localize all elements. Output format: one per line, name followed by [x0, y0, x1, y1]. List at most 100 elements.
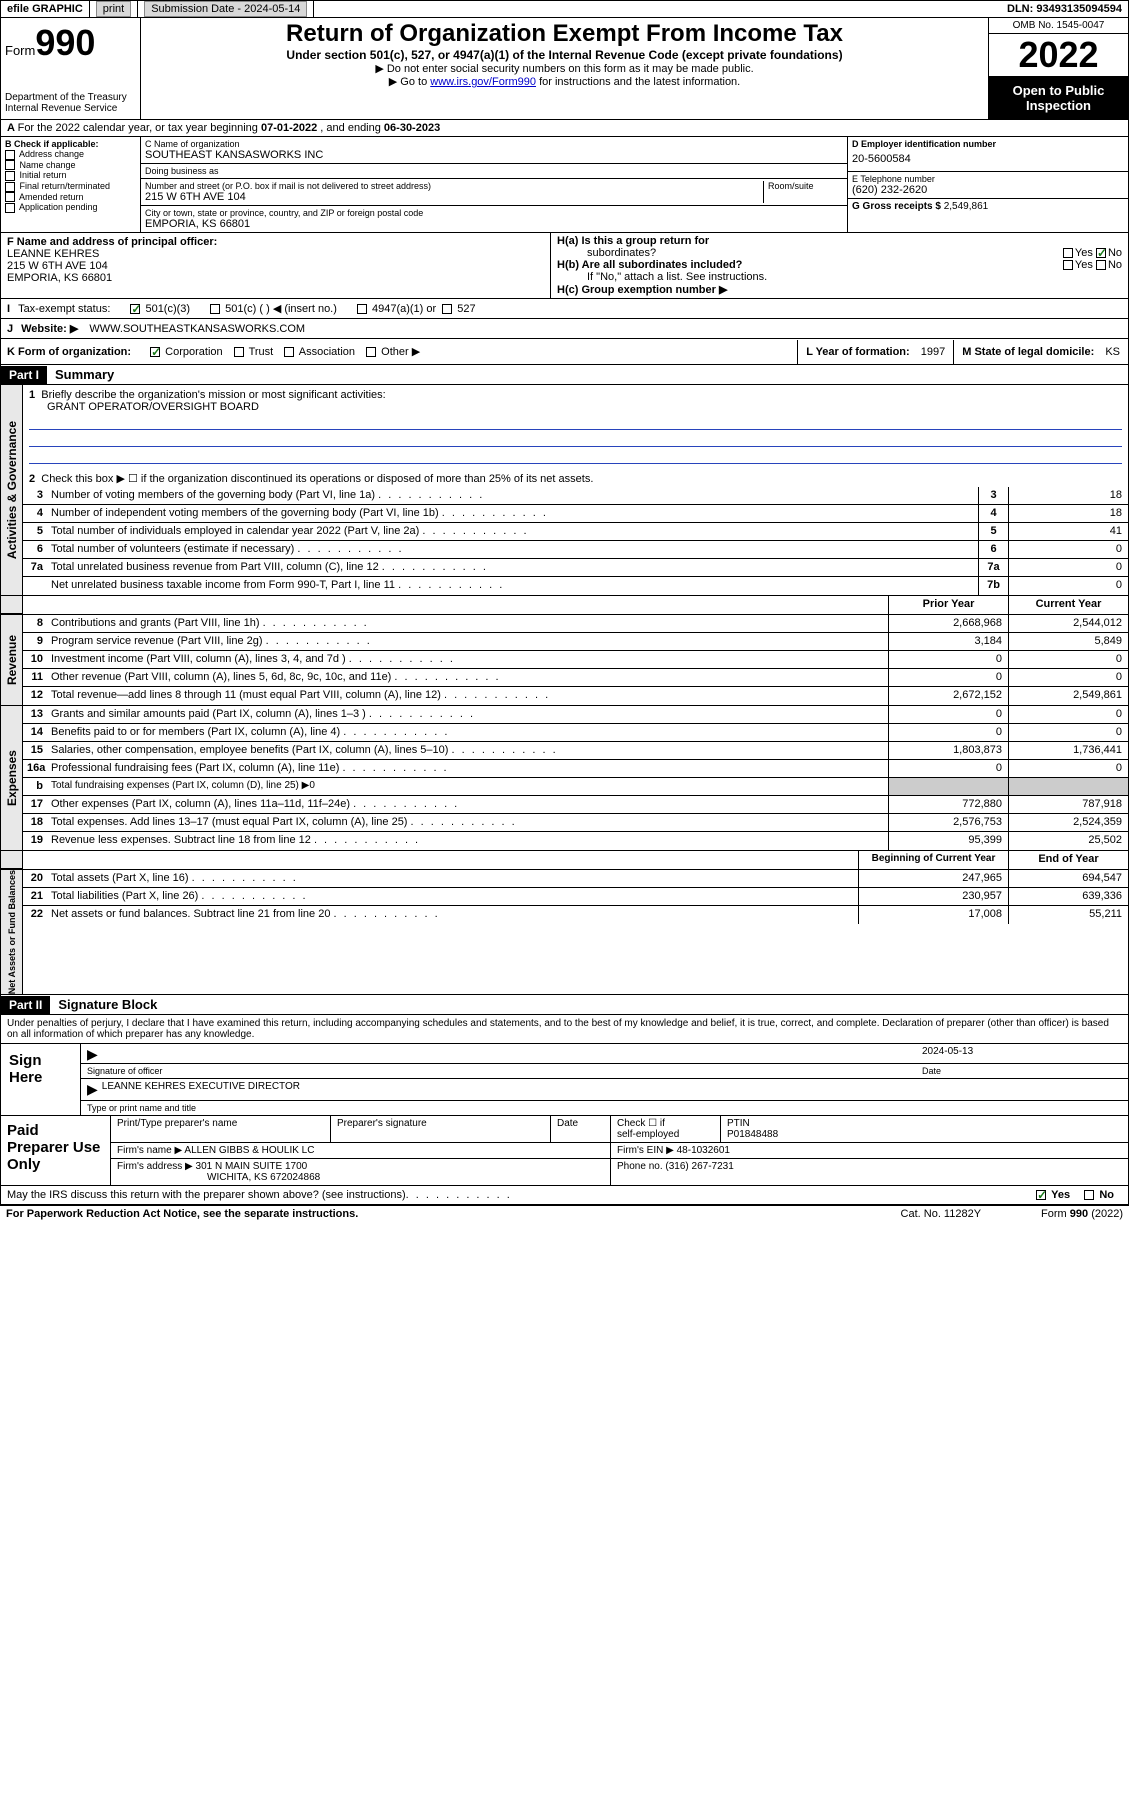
phone-label: E Telephone number — [852, 174, 1124, 184]
line-9: 9Program service revenue (Part VIII, lin… — [23, 633, 1128, 651]
year-formation: L Year of formation: 1997 — [797, 340, 953, 364]
phone-value: (620) 232-2620 — [852, 184, 1124, 196]
room-label: Room/suite — [763, 181, 843, 203]
revenue-block: Revenue 8Contributions and grants (Part … — [0, 615, 1129, 706]
section-a-period: A For the 2022 calendar year, or tax yea… — [0, 120, 1129, 137]
checkbox-501c3[interactable] — [130, 304, 140, 314]
preparer-sig-label: Preparer's signature — [331, 1116, 551, 1142]
ein-value: 20-5600584 — [852, 149, 1124, 169]
goto-note: ▶ Go to www.irs.gov/Form990 for instruct… — [147, 75, 982, 88]
form-subtitle: Under section 501(c), 527, or 4947(a)(1)… — [147, 48, 982, 62]
discuss-yes-checkbox[interactable] — [1036, 1190, 1046, 1200]
checkbox-final-return-terminated: Final return/terminated — [5, 181, 136, 192]
line2-text: Check this box ▶ ☐ if the organization d… — [41, 473, 593, 485]
line-15: 15Salaries, other compensation, employee… — [23, 742, 1128, 760]
line-21: 21Total liabilities (Part X, line 26) 23… — [23, 888, 1128, 906]
tax-year: 2022 — [989, 34, 1128, 77]
line-22: 22Net assets or fund balances. Subtract … — [23, 906, 1128, 924]
omb-number: OMB No. 1545-0047 — [989, 18, 1128, 34]
print-button[interactable]: print — [90, 1, 138, 17]
dept-treasury: Department of the Treasury — [5, 92, 136, 103]
hb-note: If "No," attach a list. See instructions… — [587, 271, 1122, 283]
website-value: WWW.SOUTHEASTKANSASWORKS.COM — [89, 323, 305, 335]
mission-text: GRANT OPERATOR/OVERSIGHT BOARD — [47, 401, 259, 413]
c-name-label: C Name of organization — [145, 139, 843, 149]
date-label: Date — [922, 1066, 1122, 1076]
line-20: 20Total assets (Part X, line 16) 247,965… — [23, 870, 1128, 888]
checkbox-other[interactable] — [366, 347, 376, 357]
type-name-label: Type or print name and title — [81, 1101, 1128, 1115]
activities-governance-block: Activities & Governance 1 Briefly descri… — [0, 385, 1129, 596]
line-17: 17Other expenses (Part IX, column (A), l… — [23, 796, 1128, 814]
row-j-website: JWebsite: ▶ WWW.SOUTHEASTKANSASWORKS.COM — [0, 319, 1129, 339]
sign-here-label: Sign Here — [1, 1044, 81, 1115]
ptin-value: P01848488 — [727, 1129, 778, 1140]
section-b-label: B Check if applicable: — [5, 139, 99, 149]
irs-label: Internal Revenue Service — [5, 103, 136, 114]
gross-receipts-value: 2,549,861 — [944, 201, 989, 212]
city-label: City or town, state or province, country… — [145, 208, 843, 218]
netassets-block: Net Assets or Fund Balances 20Total asse… — [0, 870, 1129, 995]
part1-header: Part ISummary — [0, 365, 1129, 385]
part2-header: Part IISignature Block — [0, 995, 1129, 1015]
line-b: bTotal fundraising expenses (Part IX, co… — [23, 778, 1128, 796]
hb-label: H(b) Are all subordinates included?Yes N… — [557, 259, 1122, 271]
col-prior-year: Prior Year — [888, 596, 1008, 614]
ha-sub: subordinates?Yes No — [557, 247, 1122, 259]
checkbox-501c[interactable] — [210, 304, 220, 314]
line-18: 18Total expenses. Add lines 13–17 (must … — [23, 814, 1128, 832]
form-ref: Form 990 (2022) — [1041, 1208, 1123, 1220]
gross-receipts-label: G Gross receipts $ — [852, 201, 941, 212]
officer-addr1: 215 W 6TH AVE 104 — [7, 260, 544, 272]
ein-label: D Employer identification number — [852, 139, 996, 149]
row-i-tax-status: ITax-exempt status: 501(c)(3) 501(c) ( )… — [0, 299, 1129, 319]
hc-label: H(c) Group exemption number ▶ — [557, 283, 1122, 296]
checkbox-trust[interactable] — [234, 347, 244, 357]
firm-addr1: 301 N MAIN SUITE 1700 — [196, 1161, 308, 1172]
checkbox-assoc[interactable] — [284, 347, 294, 357]
checkbox-address-change: Address change — [5, 149, 136, 160]
discuss-no-checkbox[interactable] — [1084, 1190, 1094, 1200]
irs-link[interactable]: www.irs.gov/Form990 — [430, 76, 536, 88]
preparer-name-label: Print/Type preparer's name — [111, 1116, 331, 1142]
open-to-public: Open to Public Inspection — [989, 77, 1128, 119]
line-12: 12Total revenue—add lines 8 through 11 (… — [23, 687, 1128, 705]
dln: DLN: 93493135094594 — [1001, 1, 1128, 17]
ssn-note: ▶ Do not enter social security numbers o… — [147, 62, 982, 75]
officer-label: F Name and address of principal officer: — [7, 236, 544, 248]
firm-name: ALLEN GIBBS & HOULIK LC — [184, 1145, 314, 1156]
netassets-block-hdr: Beginning of Current Year End of Year — [0, 851, 1129, 870]
vert-label-governance: Activities & Governance — [5, 421, 19, 559]
checkbox-527[interactable] — [442, 304, 452, 314]
org-name: SOUTHEAST KANSASWORKS INC — [145, 149, 843, 161]
officer-addr2: EMPORIA, KS 66801 — [7, 272, 544, 284]
vert-label-netassets: Net Assets or Fund Balances — [7, 870, 17, 994]
summary-line-7a: 7aTotal unrelated business revenue from … — [23, 559, 1128, 577]
submission-date: Submission Date - 2024-05-14 — [138, 1, 314, 17]
top-bar: efile GRAPHIC print Submission Date - 20… — [0, 0, 1129, 18]
paid-preparer-label: Paid Preparer Use Only — [1, 1116, 111, 1185]
firm-phone: (316) 267-7231 — [665, 1161, 733, 1172]
cat-no: Cat. No. 11282Y — [901, 1208, 982, 1220]
summary-line-7b: Net unrelated business taxable income fr… — [23, 577, 1128, 595]
checkbox-4947[interactable] — [357, 304, 367, 314]
summary-line-4: 4Number of independent voting members of… — [23, 505, 1128, 523]
checkbox-corp[interactable] — [150, 347, 160, 357]
checkbox-amended-return: Amended return — [5, 192, 136, 203]
row-klm: K Form of organization: Corporation Trus… — [0, 339, 1129, 365]
header-block-bcdeg: B Check if applicable: Address change Na… — [0, 137, 1129, 233]
preparer-date-label: Date — [551, 1116, 611, 1142]
line1-label: Briefly describe the organization's miss… — [41, 389, 385, 401]
officer-name: LEANNE KEHRES — [7, 248, 544, 260]
line-14: 14Benefits paid to or for members (Part … — [23, 724, 1128, 742]
street-value: 215 W 6TH AVE 104 — [145, 191, 763, 203]
revenue-block-hdr: Prior Year Current Year — [0, 596, 1129, 615]
firm-ein: 48-1032601 — [677, 1145, 730, 1156]
line-11: 11Other revenue (Part VIII, column (A), … — [23, 669, 1128, 687]
col-current-year: Current Year — [1008, 596, 1128, 614]
vert-label-revenue: Revenue — [5, 635, 19, 685]
state-domicile: M State of legal domicile: KS — [953, 340, 1128, 364]
sign-date: 2024-05-13 — [922, 1046, 1122, 1061]
line-13: 13Grants and similar amounts paid (Part … — [23, 706, 1128, 724]
line-19: 19Revenue less expenses. Subtract line 1… — [23, 832, 1128, 850]
